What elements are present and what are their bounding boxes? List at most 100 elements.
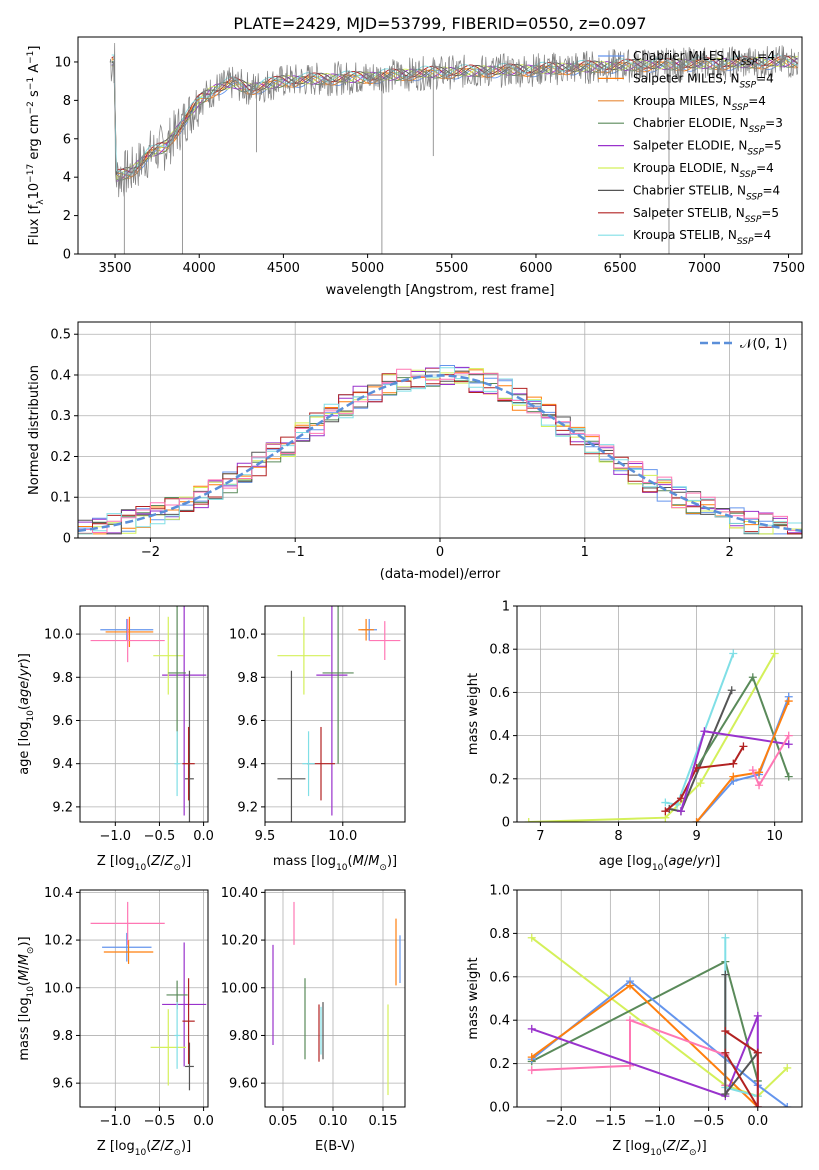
weight-marker: [721, 970, 730, 979]
legend-entry: Chabrier STELIB, NSSP=4: [633, 183, 780, 202]
x-axis-label: Z [log10(Z/Z⊙)]: [97, 854, 191, 873]
weight-marker: [729, 772, 738, 781]
plot-frame: [79, 605, 209, 823]
weight-marker: [524, 818, 533, 822]
weight-marker: [755, 781, 764, 790]
tick-label-y: 10.00: [221, 981, 258, 996]
legend-entry: Salpeter ELODIE, NSSP=5: [633, 139, 782, 158]
tick-label-x: 8: [614, 829, 622, 844]
legend-entry: Chabrier MILES, NSSP=4: [633, 49, 775, 68]
frame-weight_vs_Z: [513, 889, 803, 1111]
tick-label-y: 10.40: [221, 886, 258, 901]
plot-frame: [77, 36, 803, 255]
x-axis-label: wavelength [Angstrom, rest frame]: [326, 283, 555, 298]
x-axis-label: E(B-V): [315, 1139, 355, 1154]
y-axis-label: mass weight: [466, 673, 481, 755]
weight-marker: [527, 933, 536, 942]
frame-age_vs_mass: [261, 605, 406, 826]
tick-label-x: 9.5: [255, 829, 276, 844]
tick-label-y: 0: [63, 248, 71, 263]
axes-age_vs_Z: [80, 606, 208, 822]
tick-label-y: 0.8: [489, 927, 510, 942]
gaussian-curve: [78, 374, 802, 533]
tick-label-y: 10.0: [44, 628, 73, 643]
tick-label-y: 9.60: [229, 1077, 258, 1092]
tick-label-y: 0.2: [489, 1057, 510, 1072]
weight-marker: [527, 1024, 536, 1033]
figure-title: PLATE=2429, MJD=53799, FIBERID=0550, z=0…: [233, 14, 646, 33]
weight-marker: [527, 1066, 536, 1075]
spectrum-lines: [109, 42, 799, 254]
weight-marker: [676, 794, 685, 803]
weight-marker: [784, 740, 793, 749]
tick-label-y: 9.6: [237, 714, 258, 729]
tick-label-y: 9.4: [237, 757, 258, 772]
tick-label-y: 2: [63, 209, 71, 224]
x-axis-label: Z [log10(Z/Z⊙)]: [97, 1139, 191, 1158]
tick-label-y: 9.8: [52, 1029, 73, 1044]
tick-label-x: 7: [536, 829, 544, 844]
plot-area: [265, 606, 405, 822]
legend-entry: Chabrier ELODIE, NSSP=3: [633, 116, 783, 135]
tick-label-y: 10.0: [44, 981, 73, 996]
weight-marker: [784, 731, 793, 740]
tick-label-y: 4: [63, 171, 71, 186]
weight-marker: [527, 1053, 536, 1062]
weight-line: [695, 700, 790, 822]
axes-mass_vs_Z: [80, 890, 208, 1107]
residual-histogram: [78, 368, 802, 535]
plot-area: [80, 890, 208, 1107]
tick-label-y: 0.6: [489, 686, 510, 701]
plot-area: [265, 890, 405, 1107]
tick-label-x: 6000: [519, 261, 552, 276]
weight-marker: [661, 798, 670, 807]
histogram-group: [78, 365, 802, 535]
legend-entry: Kroupa ELODIE, NSSP=4: [633, 161, 774, 180]
frame-residuals: [74, 321, 803, 542]
x-axis-label: (data-model)/error: [380, 567, 501, 582]
tick-label-y: 9.8: [237, 671, 258, 686]
axes-age_vs_mass: [264, 606, 405, 822]
tick-label-y: 0.4: [489, 729, 510, 744]
weight-marker: [770, 649, 779, 658]
y-axis-label: Flux [fλ10−17 erg cm−2 s−1 A−1]: [26, 46, 46, 246]
tick-label-x: 0.05: [269, 1114, 298, 1129]
tick-label-x: 0: [436, 545, 444, 560]
weight-lines-weight_vs_Z: [527, 933, 792, 1107]
legend-entry: Salpeter STELIB, NSSP=5: [633, 206, 779, 225]
weight-marker: [721, 1089, 730, 1098]
weight-marker: [721, 933, 730, 942]
weight-marker: [727, 686, 736, 695]
tick-label-y: 0.4: [489, 1014, 510, 1029]
weight-marker: [661, 807, 670, 816]
legend-entry: Kroupa MILES, NSSP=4: [633, 94, 766, 113]
weight-marker: [729, 649, 738, 658]
plot-area: [80, 606, 208, 822]
tick-label-x: 9: [692, 829, 700, 844]
weight-marker: [721, 1048, 730, 1057]
tick-label-x: 4000: [183, 261, 216, 276]
weight-marker: [784, 772, 793, 781]
tick-label-x: −0.5: [693, 1114, 725, 1129]
frame-mass_vs_ebv: [261, 889, 406, 1111]
tick-label-x: −1.0: [644, 1114, 676, 1129]
weight-marker: [729, 759, 738, 768]
weight-marker: [739, 742, 748, 751]
weight-line: [528, 653, 776, 822]
weight-marker: [721, 1027, 730, 1036]
tick-label-y: 10.2: [44, 934, 73, 949]
tick-label-y: 1.0: [489, 884, 510, 899]
frame-age_vs_Z: [76, 605, 209, 826]
weight-marker: [626, 981, 635, 990]
tick-label-y: 0.6: [489, 970, 510, 985]
tick-label-y: 0: [63, 532, 71, 547]
tick-label-x: 4500: [267, 261, 300, 276]
tick-label-y: 9.6: [52, 1077, 73, 1092]
weight-marker: [696, 779, 705, 788]
weight-line: [724, 1030, 759, 1107]
x-axis-label: Z [log10(Z/Z⊙)]: [612, 1139, 706, 1158]
tick-label-x: 5000: [351, 261, 384, 276]
tick-label-x: −0.5: [144, 1114, 176, 1129]
plot-frame: [264, 889, 406, 1108]
